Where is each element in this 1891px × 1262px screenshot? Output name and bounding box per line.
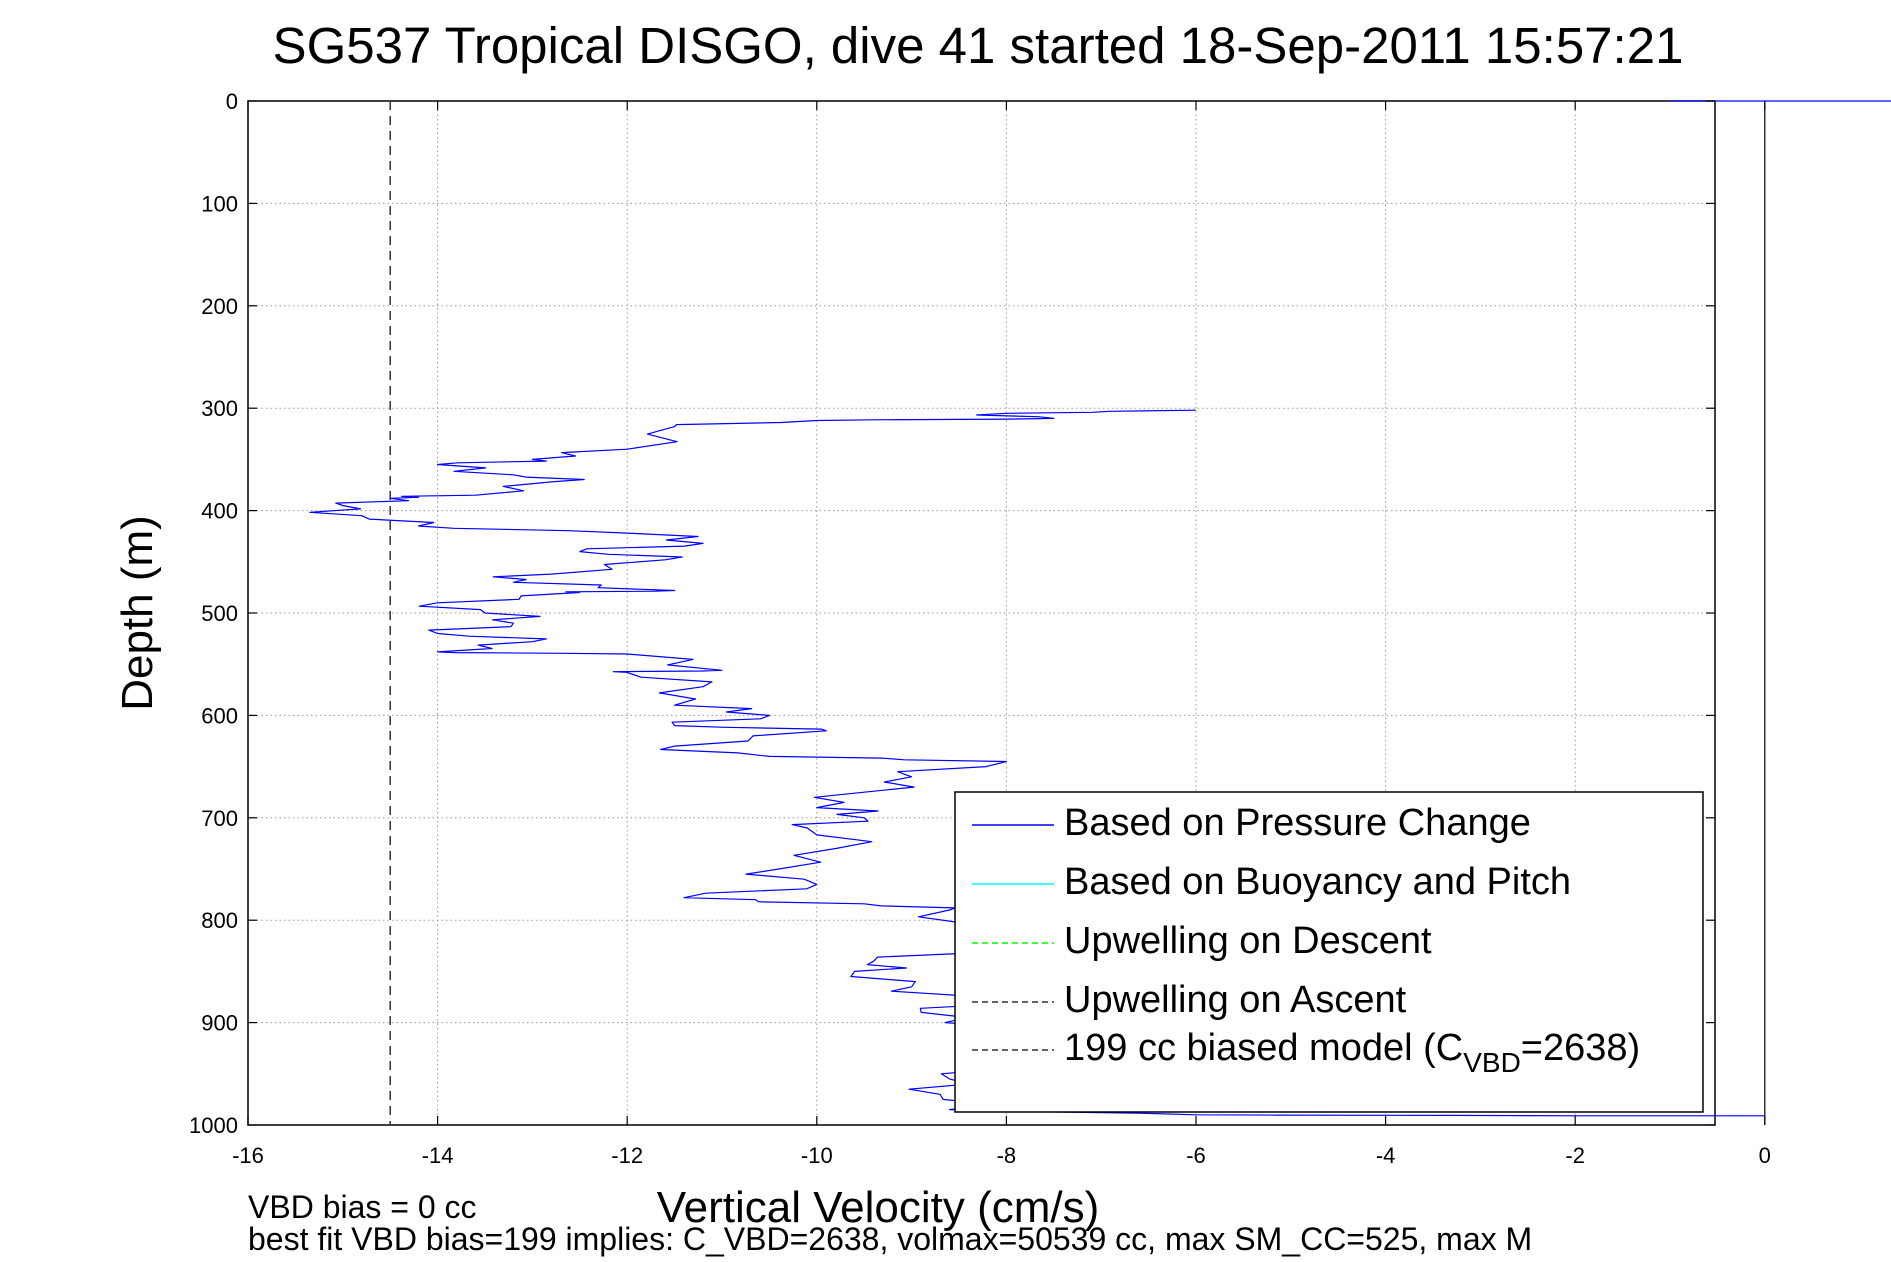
x-axis-ticks: -16-14-12-10-8-6-4-202468101214 (232, 101, 1771, 1168)
x-tick-label: -4 (1376, 1143, 1396, 1168)
x-tick-label: -16 (232, 1143, 264, 1168)
chart-title: SG537 Tropical DISGO, dive 41 started 18… (273, 17, 1684, 74)
y-tick-label: 300 (201, 396, 238, 421)
x-tick-label: -2 (1565, 1143, 1585, 1168)
data-series (309, 100, 1891, 1117)
legend-label: Upwelling on Descent (1064, 920, 1432, 962)
y-tick-label: 900 (201, 1011, 238, 1036)
series-line-ascent (1670, 100, 1891, 102)
y-axis-label: Depth (m) (113, 515, 162, 711)
y-axis-ticks: 0 100 200 300 400 500 600 700 800 900 1000 (189, 89, 1715, 1138)
x-tick-label: -12 (611, 1143, 643, 1168)
y-tick-label: 400 (201, 499, 238, 524)
y-tick-label: 200 (201, 294, 238, 319)
x-tick-label: -10 (801, 1143, 833, 1168)
y-tick-label: 0 (226, 89, 238, 114)
legend-label: Based on Pressure Change (1064, 802, 1531, 844)
legend-label: 199 cc biased model (CVBD=2638) (1064, 1027, 1640, 1078)
x-axis-label: Vertical Velocity (cm/s) (657, 1183, 1100, 1232)
footnote-vbd-bias: VBD bias = 0 cc (248, 1189, 477, 1225)
legend-box (954, 791, 1704, 1113)
x-tick-label: 0 (1759, 1143, 1771, 1168)
y-tick-label: 800 (201, 908, 238, 933)
series-line-descent (309, 409, 1765, 1117)
x-tick-label: -8 (997, 1143, 1017, 1168)
legend-label: Upwelling on Ascent (1064, 979, 1407, 1021)
reference-lines (389, 101, 1766, 1125)
x-tick-label: -14 (422, 1143, 454, 1168)
legend-label: Based on Buoyancy and Pitch (1064, 861, 1571, 903)
y-tick-label: 600 (201, 703, 238, 728)
x-tick-label: -6 (1186, 1143, 1206, 1168)
footnote-best-fit: best fit VBD bias=199 implies: C_VBD=263… (248, 1221, 1532, 1257)
y-tick-label: 700 (201, 806, 238, 831)
y-tick-label: 500 (201, 601, 238, 626)
legend: Based on Pressure Change Based on Buoyanc… (954, 791, 1704, 1113)
y-tick-label: 100 (201, 191, 238, 216)
y-tick-label: 1000 (189, 1113, 238, 1138)
